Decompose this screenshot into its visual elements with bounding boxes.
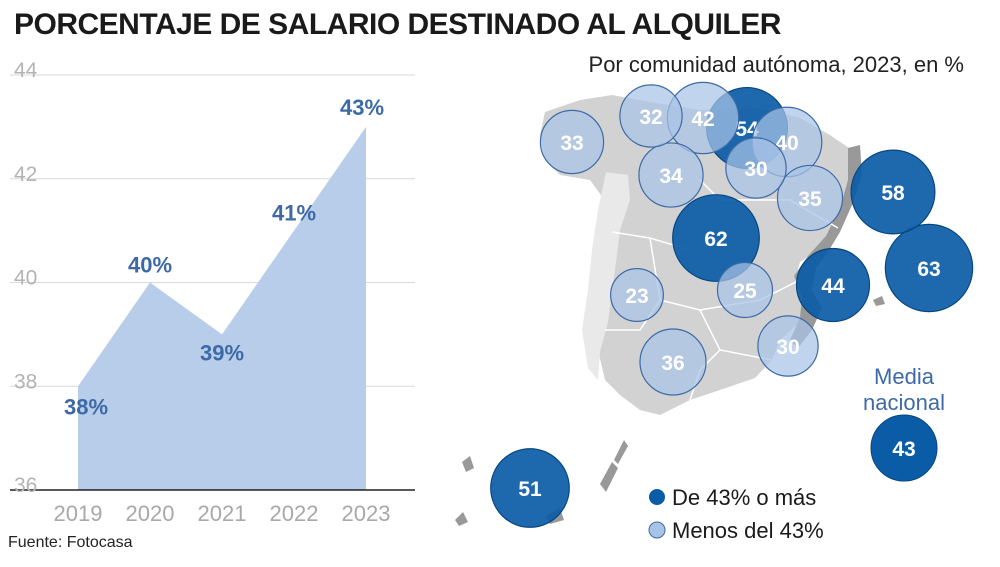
bubble-circle [850, 149, 936, 235]
bubble-value: 32 [639, 106, 662, 129]
region-bubble: 36 [639, 328, 707, 396]
y-tick-label: 40 [14, 267, 37, 290]
region-bubble: 44 [795, 247, 871, 323]
region-bubble: 34 [638, 142, 704, 208]
bubble-value: 25 [733, 280, 757, 303]
bubble-value: 51 [518, 478, 542, 501]
data-label: 39% [200, 340, 244, 365]
bubble-circle [716, 261, 774, 319]
legend-marker-low [648, 521, 666, 539]
region-bubble: 35 [776, 164, 844, 232]
source-note: Fuente: Fotocasa [8, 534, 133, 551]
data-label: 41% [272, 201, 316, 226]
x-axis-ticks: 2019 2020 2021 2022 2023 [54, 501, 391, 526]
y-tick-label: 36 [14, 474, 37, 497]
bubble-value: 62 [704, 228, 727, 251]
region-bubble: 62 [672, 194, 760, 282]
data-label: 43% [340, 95, 384, 120]
region-bubble: 42 [666, 81, 740, 155]
region-bubble: 33 [539, 109, 605, 175]
region-bubble: 25 [716, 261, 774, 319]
canary-island-shape [462, 456, 474, 472]
media-nacional-bubble [870, 414, 938, 482]
region-bubble: 51 [490, 448, 570, 528]
legend-marker-high [649, 489, 665, 505]
bubble-value: 34 [659, 165, 683, 188]
region-bubble: 30 [757, 315, 819, 377]
y-axis-ticks: 36 38 40 42 44 [14, 59, 38, 497]
bubble-circle [638, 142, 704, 208]
portugal-shape [582, 172, 630, 380]
bubble-value: 30 [744, 158, 767, 181]
balearic-island-shape [873, 296, 885, 306]
area-series [78, 126, 366, 490]
bubble-circle [490, 448, 570, 528]
canary-island-shape [455, 512, 468, 526]
bubble-value: 58 [881, 182, 905, 205]
bubble-value: 35 [798, 188, 822, 211]
media-nacional-label: nacional [863, 390, 945, 415]
media-nacional-label: Media [874, 364, 935, 389]
media-nacional-value: 43 [892, 438, 915, 461]
region-bubble: 30 [725, 137, 787, 199]
chart-title: PORCENTAJE DE SALARIO DESTINADO AL ALQUI… [14, 8, 781, 41]
region-bubble: 23 [610, 268, 664, 322]
x-tick-label: 2021 [198, 501, 247, 526]
bubble-circle [539, 109, 605, 175]
canary-island-shape [600, 462, 618, 492]
bubble-circle [672, 194, 760, 282]
bubble-circle [619, 84, 683, 148]
map-subtitle: Por comunidad autónoma, 2023, en % [588, 52, 964, 77]
bubble-value: 44 [821, 275, 845, 298]
area-chart: 36 38 40 42 44 2019 2020 2021 2022 2023 38% 40% 39… [10, 59, 415, 526]
region-bubble: 32 [619, 84, 683, 148]
x-tick-label: 2023 [342, 501, 391, 526]
data-labels: 38% 40% 39% 41% 43% [64, 95, 384, 419]
legend-label-high: De 43% o más [672, 485, 816, 510]
region-bubble: 58 [850, 149, 936, 235]
y-tick-label: 38 [14, 370, 37, 393]
canary-island-shape [614, 440, 628, 464]
bubble-circle [639, 328, 707, 396]
x-tick-label: 2020 [126, 501, 175, 526]
bubble-value: 36 [661, 352, 684, 375]
x-tick-label: 2019 [54, 501, 103, 526]
region-bubble: 63 [884, 223, 974, 313]
data-label: 38% [64, 394, 108, 419]
bubble-value: 42 [691, 108, 714, 131]
bubble-circle [776, 164, 844, 232]
bubble-value: 30 [776, 336, 799, 359]
region-border [605, 179, 839, 401]
bubble-value: 23 [625, 285, 648, 308]
legend: De 43% o más Menos del 43% [648, 485, 824, 543]
bubble-circle [884, 223, 974, 313]
bubble-value: 63 [917, 258, 940, 281]
bubble-circle [725, 137, 787, 199]
y-tick-label: 44 [14, 59, 38, 82]
bubble-circle [795, 247, 871, 323]
y-tick-label: 42 [14, 163, 37, 186]
data-label: 40% [128, 253, 172, 278]
bubble-value: 33 [560, 132, 583, 155]
bubble-circle [757, 315, 819, 377]
bubble-circle [610, 268, 664, 322]
x-tick-label: 2022 [270, 501, 319, 526]
bubble-value: 40 [775, 132, 798, 155]
legend-label-low: Menos del 43% [672, 518, 824, 543]
